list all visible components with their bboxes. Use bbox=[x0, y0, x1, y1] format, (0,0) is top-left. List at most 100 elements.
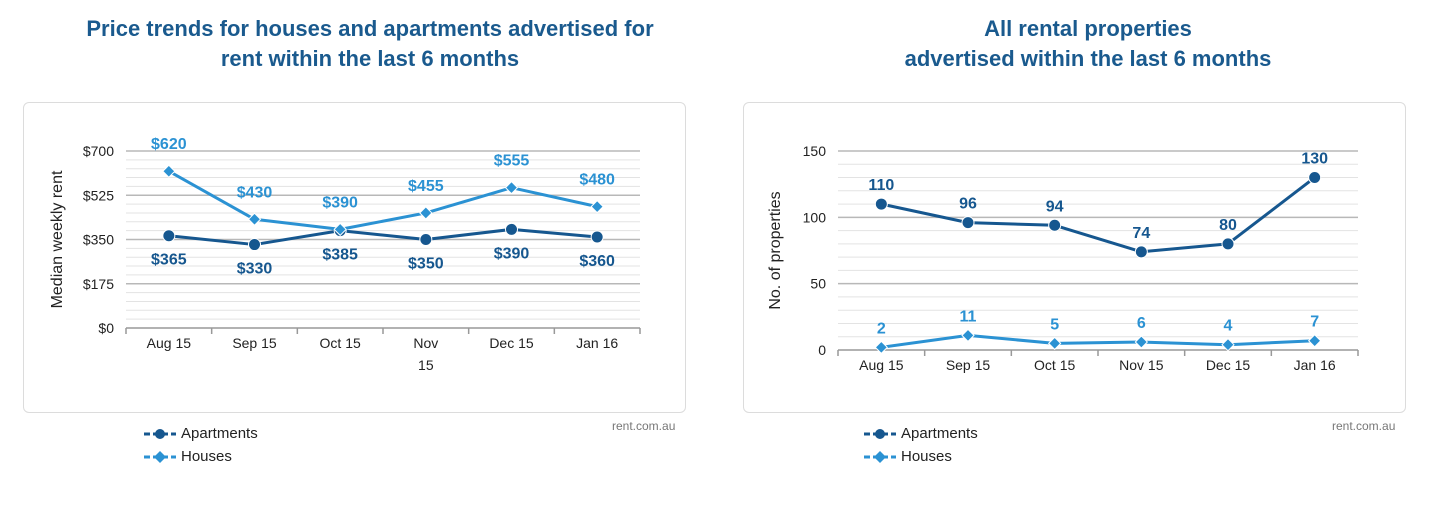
data-label: $365 bbox=[151, 252, 187, 269]
data-point[interactable] bbox=[1308, 171, 1322, 185]
y-tick-label: $700 bbox=[83, 143, 114, 159]
chart-1-legend-apartments-label: Apartments bbox=[181, 425, 258, 442]
data-point[interactable] bbox=[1134, 335, 1149, 349]
x-tick-label: Nov 15 bbox=[413, 335, 438, 373]
data-point[interactable] bbox=[505, 222, 518, 236]
data-label: 7 bbox=[1310, 314, 1319, 331]
apartments-circle-marker-icon bbox=[144, 428, 176, 439]
x-tick-label: Aug 15 bbox=[147, 335, 192, 351]
x-tick-label: Nov 15 bbox=[1119, 357, 1164, 373]
houses-diamond-marker-icon bbox=[864, 450, 896, 463]
y-tick-label: $350 bbox=[83, 232, 114, 248]
series-apartments bbox=[874, 171, 1322, 259]
data-point[interactable] bbox=[1221, 337, 1235, 352]
data-point[interactable] bbox=[1134, 245, 1148, 259]
x-tick-label: Oct 15 bbox=[320, 335, 361, 351]
y-tick-label: $175 bbox=[83, 276, 114, 292]
series-line-houses bbox=[881, 333, 1315, 349]
chart-1-legend-apartments[interactable]: Apartments bbox=[143, 422, 258, 445]
data-point[interactable] bbox=[419, 233, 433, 246]
chart-2-title: All rental properties advertised within … bbox=[738, 14, 1438, 74]
data-label: 4 bbox=[1224, 318, 1233, 335]
gridlines bbox=[838, 150, 1358, 351]
chart-2-source: rent.com.au bbox=[1332, 419, 1396, 433]
data-point[interactable] bbox=[590, 230, 604, 244]
series-houses bbox=[162, 164, 604, 237]
chart-1-source: rent.com.au bbox=[612, 419, 676, 433]
data-point[interactable] bbox=[961, 328, 975, 343]
data-point[interactable] bbox=[248, 238, 261, 252]
x-tick-label: Dec 15 bbox=[489, 335, 534, 351]
data-point[interactable] bbox=[419, 206, 433, 220]
x-tick-label: Jan 16 bbox=[1294, 357, 1336, 373]
data-label: $385 bbox=[322, 247, 358, 264]
y-tick-label: $0 bbox=[98, 320, 114, 336]
series-line-houses bbox=[168, 169, 598, 231]
data-label: 2 bbox=[877, 320, 886, 337]
chart-1-legend-houses-label: Houses bbox=[181, 448, 232, 465]
data-point[interactable] bbox=[333, 222, 347, 237]
data-label: $330 bbox=[237, 261, 273, 278]
x-tick-label: Oct 15 bbox=[1034, 357, 1075, 373]
chart-1-legend-houses[interactable]: Houses bbox=[143, 445, 258, 468]
data-point[interactable] bbox=[162, 164, 176, 178]
y-tick-label: 100 bbox=[803, 209, 827, 225]
chart-1-plot: $0 $175 $350 $525 $700 Aug 15 Sep 15 Oct 15 Nov 1… bbox=[49, 136, 641, 373]
y-tick-label: 0 bbox=[818, 342, 826, 358]
data-label: $555 bbox=[494, 153, 530, 170]
data-point[interactable] bbox=[247, 212, 262, 226]
chart-2-title-line-2: advertised within the last 6 months bbox=[904, 46, 1272, 71]
x-tick-label: Dec 15 bbox=[1206, 357, 1251, 373]
chart-2-legend-houses[interactable]: Houses bbox=[863, 445, 978, 468]
data-point[interactable] bbox=[1048, 218, 1062, 232]
data-label: 6 bbox=[1137, 315, 1146, 332]
data-label: $430 bbox=[237, 184, 273, 201]
chart-2-legend-apartments[interactable]: Apartments bbox=[863, 422, 978, 445]
chart-1-title-line-2: rent within the last 6 months bbox=[220, 46, 520, 71]
data-point[interactable] bbox=[1307, 334, 1322, 348]
data-point[interactable] bbox=[1047, 336, 1062, 351]
x-tick-label: Sep 15 bbox=[232, 335, 277, 351]
data-label: $360 bbox=[579, 253, 615, 270]
apartments-circle-marker-icon bbox=[864, 428, 896, 439]
data-label: $455 bbox=[408, 178, 444, 195]
data-point[interactable] bbox=[874, 340, 889, 355]
y-axis-title: Median weekly rent bbox=[49, 170, 66, 308]
chart-2-legend: Apartments Houses bbox=[863, 422, 978, 468]
data-label: 94 bbox=[1046, 198, 1064, 215]
data-point[interactable] bbox=[874, 197, 888, 211]
series-line-apartments bbox=[168, 227, 598, 247]
chart-2-legend-houses-label: Houses bbox=[901, 448, 952, 465]
chart-1-legend: Apartments Houses bbox=[143, 422, 258, 468]
chart-1-title-line-1: Price trends for houses and apartments a… bbox=[86, 16, 654, 41]
data-point[interactable] bbox=[961, 216, 975, 230]
data-point[interactable] bbox=[504, 180, 519, 195]
y-tick-label: 50 bbox=[810, 276, 826, 292]
x-tick-label: Jan 16 bbox=[576, 335, 618, 351]
data-label: 130 bbox=[1301, 151, 1328, 168]
data-point[interactable] bbox=[162, 229, 176, 243]
data-label: $480 bbox=[579, 172, 615, 189]
data-label: $390 bbox=[322, 194, 358, 211]
chart-2-plot: 0 50 100 150 Aug 15 Sep 15 Oct 15 Nov 15 Dec 15 J… bbox=[767, 143, 1359, 373]
series-line-apartments bbox=[881, 176, 1316, 254]
chart-1-title: Price trends for houses and apartments a… bbox=[20, 14, 720, 74]
data-label: $390 bbox=[494, 245, 530, 262]
series-houses bbox=[874, 328, 1322, 355]
houses-diamond-marker-icon bbox=[144, 450, 176, 463]
data-label: 11 bbox=[960, 308, 977, 325]
gridlines bbox=[126, 150, 640, 329]
data-label: 5 bbox=[1050, 316, 1059, 333]
data-label: 74 bbox=[1132, 225, 1150, 242]
y-tick-label: 150 bbox=[803, 143, 827, 159]
data-label: 110 bbox=[868, 177, 894, 194]
chart-2-title-line-1: All rental properties bbox=[984, 16, 1192, 41]
data-label: $620 bbox=[151, 136, 187, 153]
data-label: 96 bbox=[959, 196, 977, 213]
x-tick-label: Aug 15 bbox=[859, 357, 904, 373]
series-apartments bbox=[162, 222, 604, 252]
chart-2-legend-apartments-label: Apartments bbox=[901, 425, 978, 442]
data-point[interactable] bbox=[1221, 237, 1235, 251]
data-point[interactable] bbox=[590, 199, 604, 214]
x-tick-label: Sep 15 bbox=[946, 357, 991, 373]
